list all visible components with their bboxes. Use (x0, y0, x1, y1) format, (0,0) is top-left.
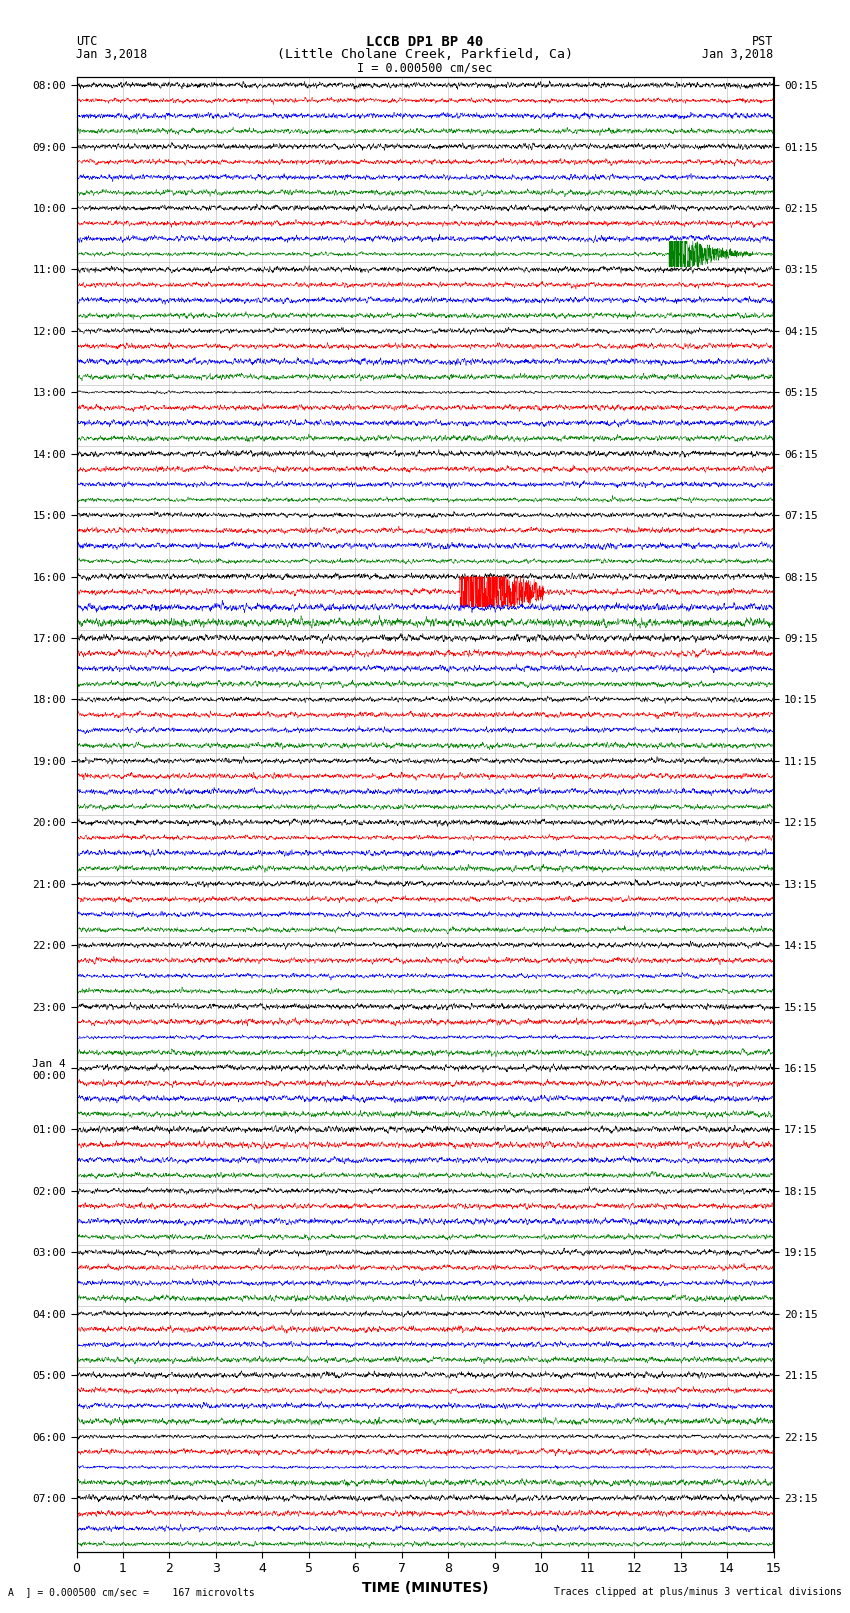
Text: A  ] = 0.000500 cm/sec =    167 microvolts: A ] = 0.000500 cm/sec = 167 microvolts (8, 1587, 255, 1597)
Text: Jan 3,2018: Jan 3,2018 (702, 48, 774, 61)
Text: PST: PST (752, 35, 774, 48)
X-axis label: TIME (MINUTES): TIME (MINUTES) (362, 1581, 488, 1595)
Text: UTC: UTC (76, 35, 98, 48)
Text: Traces clipped at plus/minus 3 vertical divisions: Traces clipped at plus/minus 3 vertical … (553, 1587, 842, 1597)
Text: I = 0.000500 cm/sec: I = 0.000500 cm/sec (357, 61, 493, 74)
Text: LCCB DP1 BP 40: LCCB DP1 BP 40 (366, 35, 484, 50)
Text: (Little Cholane Creek, Parkfield, Ca): (Little Cholane Creek, Parkfield, Ca) (277, 48, 573, 61)
Text: Jan 3,2018: Jan 3,2018 (76, 48, 148, 61)
